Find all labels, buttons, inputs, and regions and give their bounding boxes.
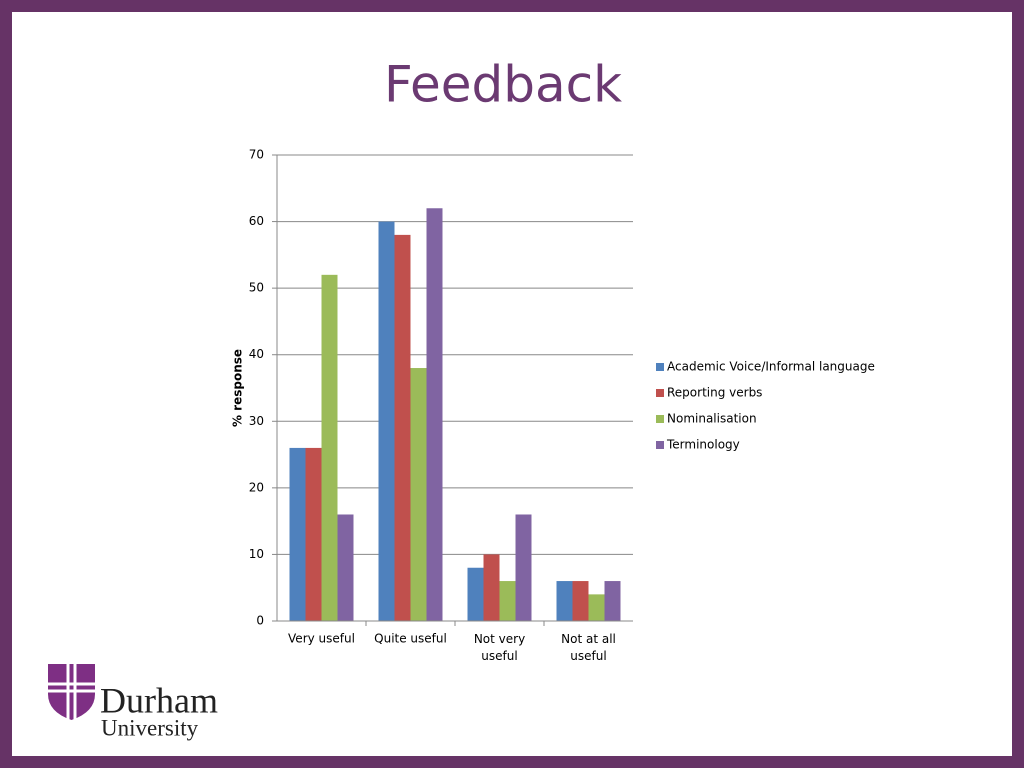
bar xyxy=(604,581,621,621)
legend-label: Nominalisation xyxy=(667,412,757,426)
y-axis-label: % response xyxy=(231,349,245,427)
slide-background xyxy=(12,12,1012,756)
x-tick-label: Not at all useful xyxy=(561,632,616,663)
y-tick-label: 20 xyxy=(249,480,264,494)
legend-swatch xyxy=(656,363,664,371)
legend-label: Reporting verbs xyxy=(667,386,762,400)
legend-swatch xyxy=(656,441,664,449)
bar xyxy=(588,594,605,621)
legend-swatch xyxy=(656,389,664,397)
y-tick-label: 0 xyxy=(256,614,264,628)
y-tick-label: 50 xyxy=(249,281,264,295)
legend-swatch xyxy=(656,415,664,423)
bar xyxy=(410,368,427,621)
y-tick-label: 60 xyxy=(249,214,264,228)
y-tick-label: 10 xyxy=(249,547,264,561)
logo-name: Durham xyxy=(100,680,218,720)
bar xyxy=(483,554,500,621)
bar xyxy=(515,514,532,621)
bar xyxy=(305,447,322,621)
y-tick-label: 70 xyxy=(249,148,264,162)
logo-cross xyxy=(48,664,95,720)
bar xyxy=(572,581,589,621)
slide-title: Feedback xyxy=(384,56,622,114)
logo-subtitle: University xyxy=(101,715,199,740)
y-tick-label: 40 xyxy=(249,347,264,361)
bar xyxy=(378,221,395,622)
legend-label: Terminology xyxy=(666,438,740,452)
x-tick-label: Quite useful xyxy=(374,632,447,646)
x-tick-label: Very useful xyxy=(288,632,355,646)
logo: Durham University xyxy=(48,664,218,740)
bar xyxy=(499,581,516,621)
y-tick-label: 30 xyxy=(249,414,264,428)
legend-label: Academic Voice/Informal language xyxy=(667,360,875,374)
bar xyxy=(337,514,354,621)
bar xyxy=(556,581,573,621)
bar xyxy=(426,208,443,621)
bar xyxy=(467,567,484,621)
bar xyxy=(321,274,338,621)
bar xyxy=(289,447,306,621)
bar xyxy=(394,234,411,621)
x-tick-label: Not very useful xyxy=(474,632,525,663)
